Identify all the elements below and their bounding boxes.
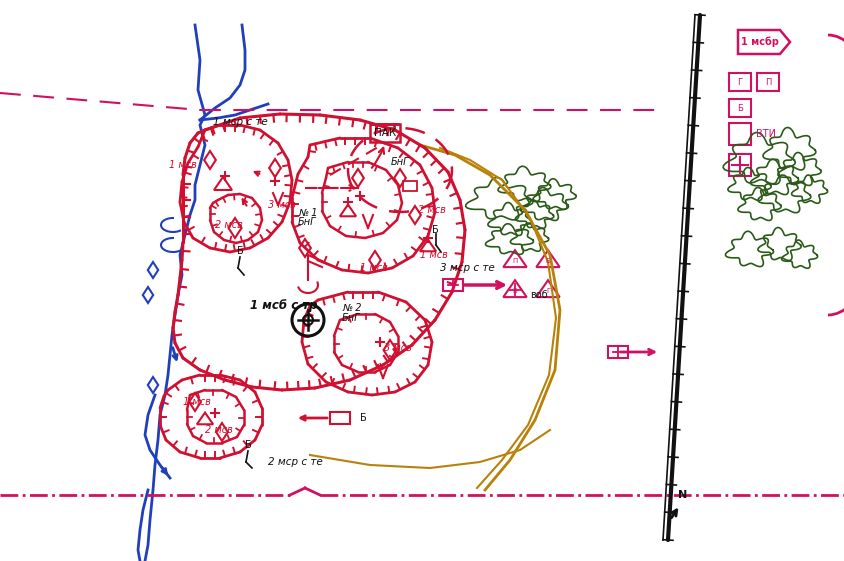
Text: 1 мсб с тр: 1 мсб с тр xyxy=(250,298,317,311)
Text: П: П xyxy=(764,77,771,86)
Text: № 1: № 1 xyxy=(298,208,317,218)
Text: 3 мсв: 3 мсв xyxy=(383,343,411,353)
Text: 3 мср с те: 3 мср с те xyxy=(440,263,495,273)
Text: Г: Г xyxy=(545,288,549,293)
Text: 1 мсв: 1 мсв xyxy=(419,250,447,260)
Bar xyxy=(728,154,750,176)
Bar xyxy=(756,73,778,91)
Bar xyxy=(403,181,416,191)
Bar xyxy=(442,279,463,291)
Text: Б: Б xyxy=(736,103,742,113)
Bar xyxy=(728,123,750,145)
Bar xyxy=(728,99,750,117)
Text: П: П xyxy=(511,257,517,264)
Text: Б: Б xyxy=(431,225,438,235)
Text: Б: Б xyxy=(360,413,366,423)
Text: Б: Б xyxy=(236,246,243,256)
Text: 1 мсв: 1 мсв xyxy=(169,160,197,170)
Text: 1 мсв: 1 мсв xyxy=(360,263,387,273)
Bar xyxy=(330,412,349,424)
Text: 2 мсв: 2 мсв xyxy=(205,425,233,435)
Text: Г: Г xyxy=(737,77,742,86)
Text: 2 мср с те: 2 мср с те xyxy=(268,457,322,467)
Text: 3 мсв: 3 мсв xyxy=(268,200,295,210)
Text: 1 мср с те: 1 мср с те xyxy=(213,117,267,127)
Text: Б: Б xyxy=(244,440,251,450)
Text: ВТИ: ВТИ xyxy=(755,129,775,139)
Text: 2 мсв: 2 мсв xyxy=(418,205,446,215)
Text: БнГ: БнГ xyxy=(298,217,316,227)
Text: БнГ: БнГ xyxy=(342,313,360,323)
Text: Б: Б xyxy=(512,288,517,293)
Text: N: N xyxy=(678,490,687,500)
Bar xyxy=(370,124,399,142)
Bar xyxy=(728,73,750,91)
Text: БнГ: БнГ xyxy=(390,157,408,167)
Text: Б: Б xyxy=(545,257,549,264)
Text: 2 мсв: 2 мсв xyxy=(214,220,242,230)
Text: № 2: № 2 xyxy=(342,303,361,313)
Bar xyxy=(608,346,627,358)
Text: воб: воб xyxy=(529,290,547,300)
Text: 1 мсв: 1 мсв xyxy=(183,397,211,407)
Text: ПАК: ПАК xyxy=(374,128,396,138)
Text: 1 мсбр: 1 мсбр xyxy=(740,37,778,47)
